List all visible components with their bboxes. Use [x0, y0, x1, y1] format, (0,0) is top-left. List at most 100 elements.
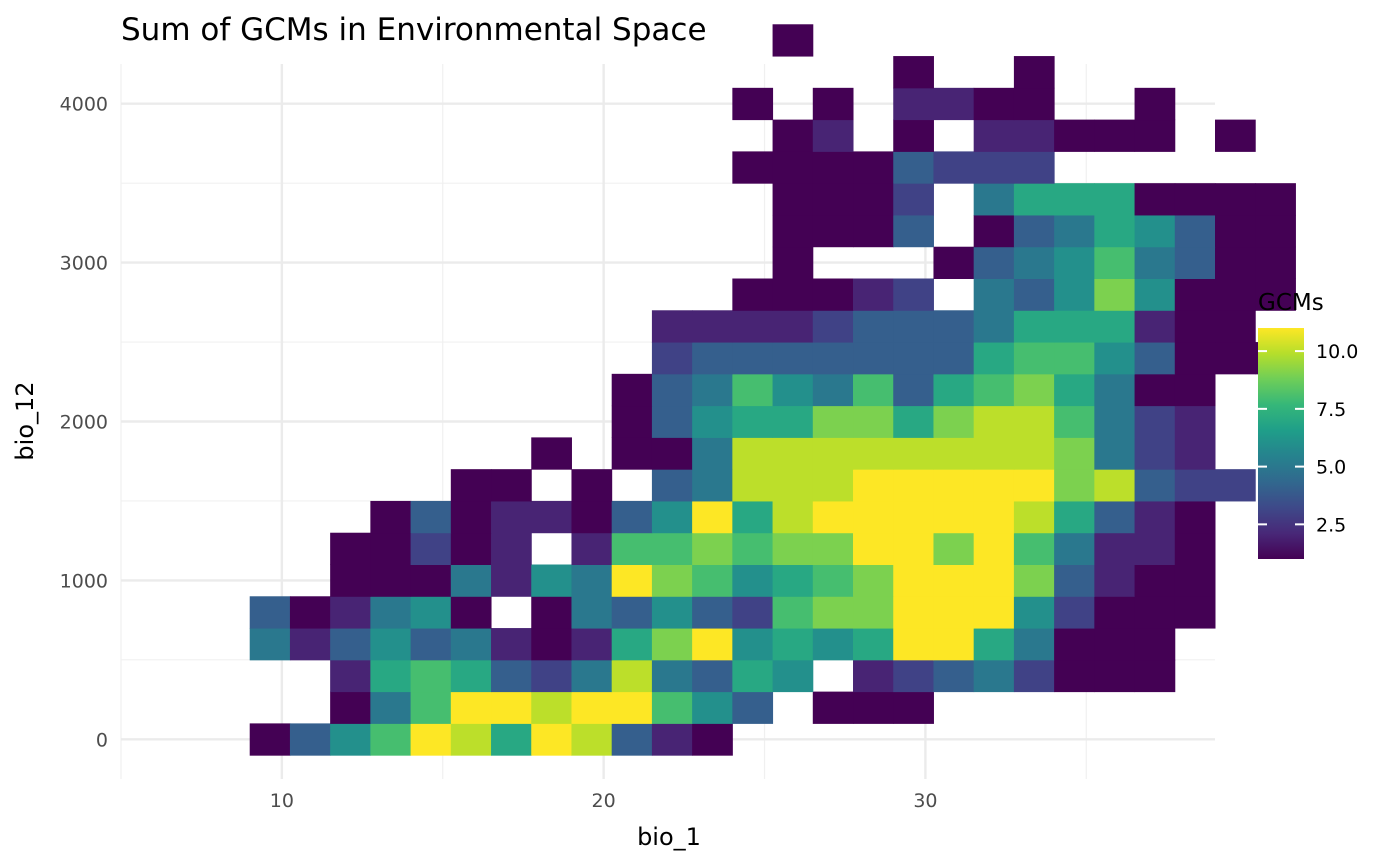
- legend-ticks: 2.5 5.0 7.5 10.0: [1258, 341, 1358, 536]
- heatmap-tile: [732, 532, 774, 565]
- heatmap-tile: [973, 405, 1015, 438]
- heatmap-tile: [1054, 310, 1095, 343]
- heatmap-tile: [692, 564, 733, 597]
- heatmap-tile: [1054, 342, 1095, 375]
- heatmap-tile: [1013, 183, 1055, 216]
- heatmap-tile: [812, 373, 854, 407]
- heatmap-tile: [732, 373, 774, 407]
- heatmap-tile: [893, 310, 934, 343]
- x-tick-label: 30: [913, 790, 937, 812]
- heatmap-tile: [1094, 532, 1136, 565]
- heatmap-tile: [732, 342, 774, 375]
- heatmap-tile: [330, 532, 371, 565]
- heatmap-tile: [1215, 119, 1256, 152]
- heatmap-tile: [853, 373, 894, 407]
- heatmap-tile: [450, 723, 492, 756]
- heatmap-tile: [330, 596, 371, 629]
- legend-tick-label: 7.5: [1316, 399, 1346, 421]
- heatmap-tile: [571, 691, 613, 724]
- heatmap-tile: [1013, 596, 1055, 629]
- heatmap-tile: [1094, 246, 1136, 279]
- heatmap-tile: [893, 628, 934, 661]
- heatmap-tile: [973, 500, 1015, 534]
- heatmap-tile: [1054, 532, 1095, 565]
- heatmap-tile: [450, 469, 492, 502]
- heatmap-tile: [973, 469, 1015, 502]
- heatmap-tile: [812, 119, 854, 152]
- heatmap-tile: [772, 342, 814, 375]
- heatmap-tile: [1134, 373, 1176, 407]
- heatmap-tile: [1094, 405, 1136, 438]
- heatmap-tile: [1134, 659, 1176, 693]
- heatmap-tile: [1094, 214, 1136, 248]
- heatmap-tile: [973, 437, 1015, 470]
- heatmap-tile: [611, 564, 653, 597]
- heatmap-tile: [1215, 246, 1256, 279]
- heatmap-tile: [1054, 596, 1095, 629]
- heatmap-tile: [692, 659, 733, 693]
- heatmap-tile: [1013, 56, 1055, 89]
- heatmap-tile: [1013, 342, 1055, 375]
- heatmap-tile: [772, 373, 814, 407]
- heatmap-tile: [1174, 373, 1216, 407]
- heatmap-tile: [973, 659, 1015, 693]
- heatmap-tile: [1094, 500, 1136, 534]
- heatmap-tile: [812, 278, 854, 311]
- heatmap-tile: [1134, 469, 1176, 502]
- heatmap-tile: [812, 437, 854, 470]
- heatmap-tile: [933, 405, 975, 438]
- heatmap-tile: [812, 151, 854, 184]
- heatmap-tile: [491, 723, 532, 756]
- heatmap-tile: [410, 691, 452, 724]
- heatmap-tile: [370, 532, 412, 565]
- heatmap-tile: [732, 310, 774, 343]
- heatmap-tile: [1054, 278, 1095, 311]
- x-tick-label: 10: [270, 790, 294, 812]
- heatmap-tile: [973, 214, 1015, 248]
- heatmap-tile: [1013, 246, 1055, 279]
- heatmap-tile: [1013, 469, 1055, 502]
- heatmap-tile: [772, 119, 814, 152]
- heatmap-tile: [651, 500, 693, 534]
- heatmap-tile: [1174, 310, 1216, 343]
- heatmap-tile: [410, 532, 452, 565]
- heatmap-tile: [772, 214, 814, 248]
- heatmap-tile: [973, 119, 1015, 152]
- heatmap-tile: [491, 500, 532, 534]
- y-tick-label: 2000: [60, 412, 108, 434]
- heatmap-tile: [1134, 437, 1176, 470]
- heatmap-tile: [933, 310, 975, 343]
- heatmap-tile: [692, 596, 733, 629]
- heatmap-tile: [853, 278, 894, 311]
- heatmap-tile: [973, 310, 1015, 343]
- heatmap-tile: [853, 596, 894, 629]
- heatmap-tile: [772, 437, 814, 470]
- heatmap-tile: [249, 628, 291, 661]
- heatmap-tile: [410, 628, 452, 661]
- heatmap-tile: [1094, 564, 1136, 597]
- heatmap-tile: [1094, 119, 1136, 152]
- heatmap-tile: [1054, 405, 1095, 438]
- heatmap-tile: [1013, 628, 1055, 661]
- heatmap-tile: [491, 628, 532, 661]
- heatmap-tile: [249, 596, 291, 629]
- x-axis-ticks: 10 20 30: [270, 790, 938, 812]
- heatmap-tile: [1174, 437, 1216, 470]
- heatmap-tile: [611, 405, 653, 438]
- heatmap-tile: [1134, 405, 1176, 438]
- legend-tick-label: 10.0: [1316, 341, 1358, 363]
- heatmap-tile: [893, 405, 934, 438]
- heatmap-tile: [853, 310, 894, 343]
- heatmap-tile: [973, 151, 1015, 184]
- heatmap-tile: [893, 691, 934, 724]
- heatmap-tile: [1134, 87, 1176, 121]
- heatmap-tile: [853, 437, 894, 470]
- heatmap-tile: [893, 119, 934, 152]
- heatmap-tile: [772, 183, 814, 216]
- heatmap-tiles: [249, 24, 1296, 756]
- heatmap-tile: [1215, 214, 1256, 248]
- heatmap-tile: [893, 437, 934, 470]
- heatmap-tile: [1013, 119, 1055, 152]
- heatmap-tile: [1013, 310, 1055, 343]
